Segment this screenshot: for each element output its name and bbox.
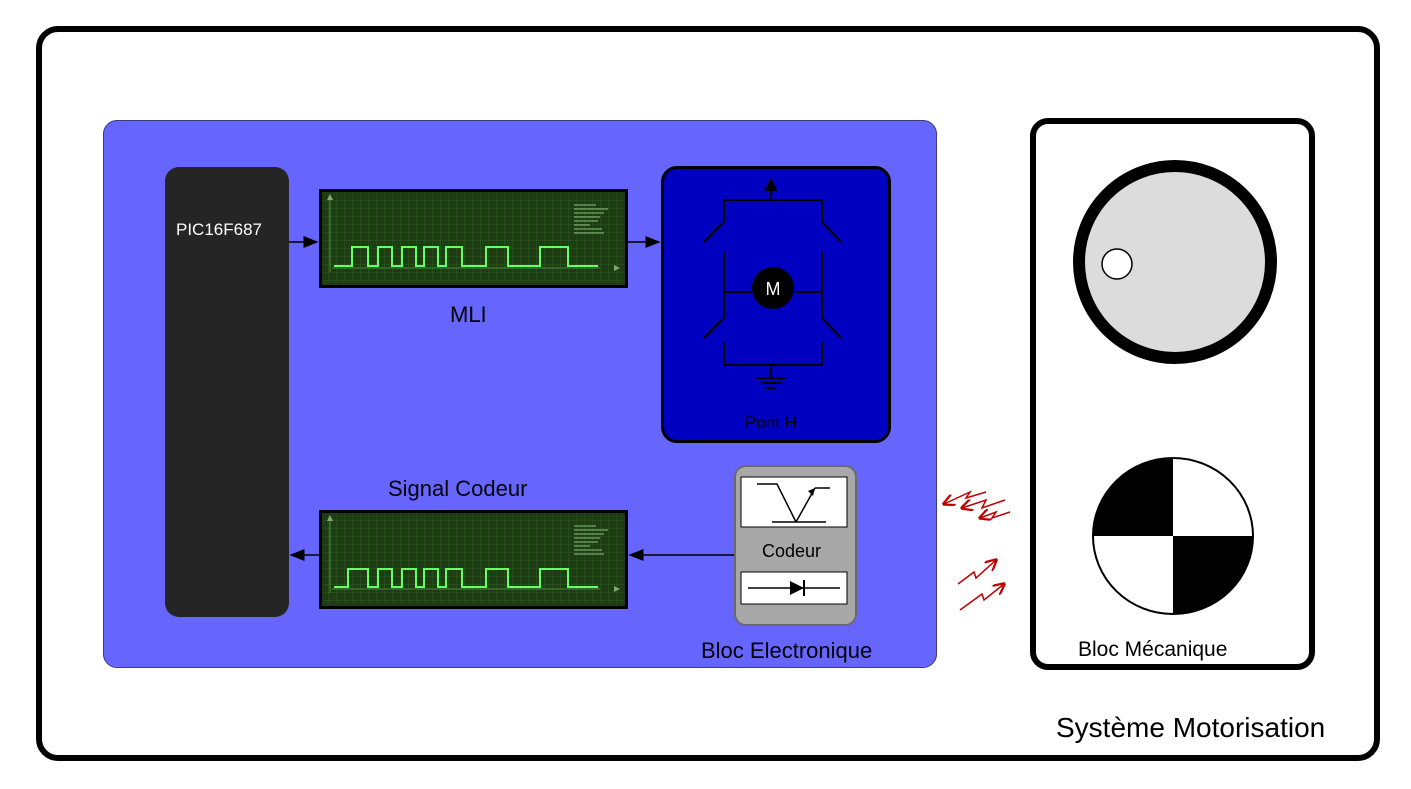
signal-codeur-label: Signal Codeur [388,476,528,501]
bloc-mecanique-label: Bloc Mécanique [1078,638,1228,661]
wheel-pin [1101,248,1133,280]
mli-label: MLI [450,302,487,327]
h-bridge-schematic [703,177,842,389]
codeur-scope-screen [324,515,623,604]
encoder-disk [1092,457,1254,615]
diode-symbol [740,571,848,605]
pic-label: PIC16F687 [176,220,262,239]
pont-h-label: Pont H [745,413,797,432]
pic-microcontroller [165,167,289,617]
codeur-signal-trace [334,568,598,588]
moteur-label: M [766,279,781,299]
wheel [1073,160,1277,364]
mli-scope-screen [324,194,623,283]
mli-pwm-trace [334,246,598,267]
codeur-label: Codeur [762,541,822,561]
optocoupler-transistor-symbol [740,476,848,528]
bloc-electronique-label: Bloc Electronique [701,638,873,663]
moteur-circle [752,267,794,309]
ir-light-arrows [944,490,1011,611]
systeme-motorisation-label: Système Motorisation [1056,712,1326,743]
